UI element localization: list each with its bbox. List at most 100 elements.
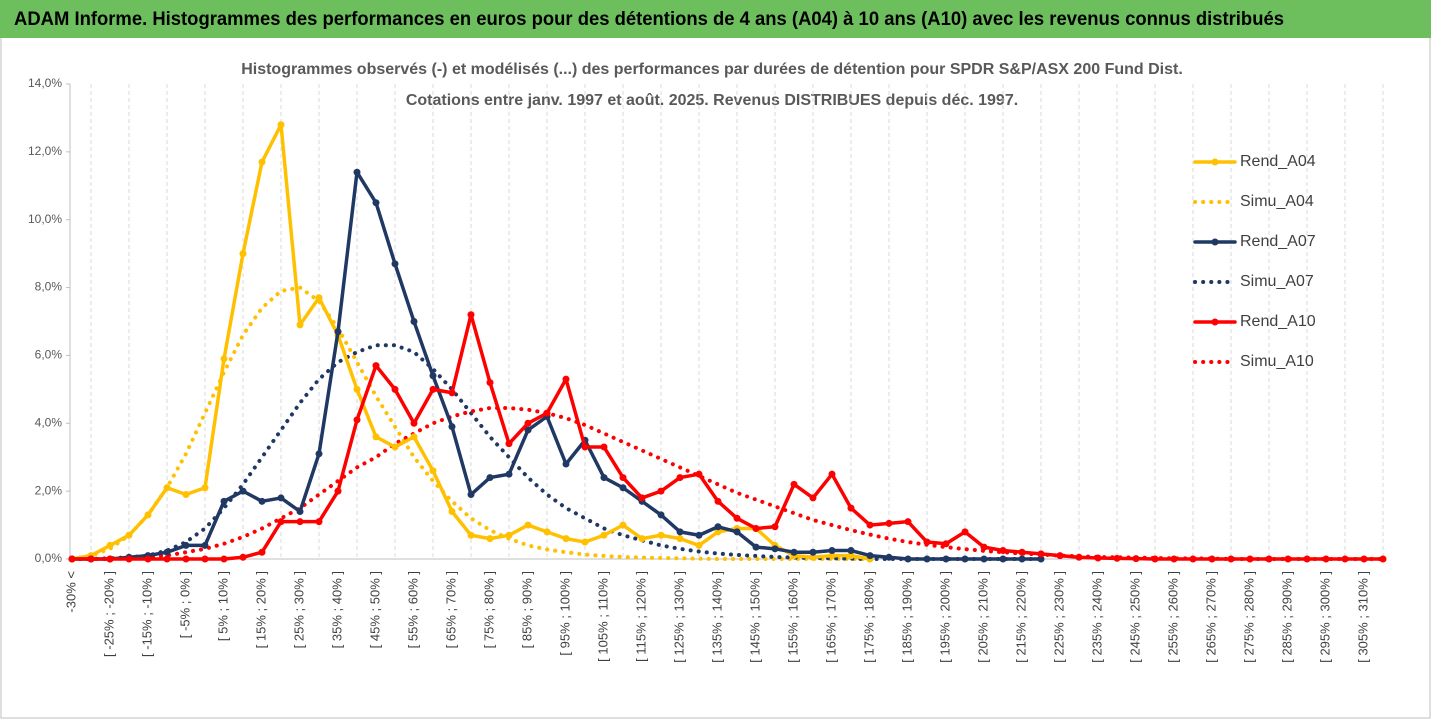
marker: [980, 555, 988, 563]
x-tick-label: [ 5% ; 10% ]: [215, 571, 230, 641]
x-tick-label: [ 155% ; 160% ]: [785, 571, 800, 663]
marker: [106, 541, 114, 549]
x-tick-label: [ 245% ; 250% ]: [1127, 571, 1142, 663]
marker: [562, 375, 570, 383]
marker: [144, 555, 152, 563]
x-tick-label: [ 295% ; 300% ]: [1317, 571, 1332, 663]
marker: [581, 443, 589, 451]
marker: [961, 528, 969, 536]
x-tick-label: [ 35% ; 40% ]: [329, 571, 344, 648]
marker: [448, 508, 456, 515]
marker: [239, 553, 247, 561]
chart-title: ADAM Informe. Histogrammes des performan…: [14, 9, 1284, 30]
marker: [68, 555, 76, 563]
marker: [714, 528, 722, 536]
marker: [1208, 555, 1216, 563]
x-tick-label: [ 145% ; 150% ]: [747, 571, 762, 663]
subtitle: Cotations entre janv. 1997 et août. 2025…: [406, 92, 1018, 109]
marker: [847, 547, 855, 555]
observed-line: [70, 170, 1043, 561]
marker: [942, 555, 950, 563]
marker: [201, 555, 209, 563]
marker: [657, 511, 665, 519]
marker: [733, 528, 741, 536]
x-tick-label: [ -5% ; 0% ]: [177, 571, 192, 638]
marker: [619, 484, 627, 492]
marker: [486, 379, 494, 387]
x-tick-label: [ 135% ; 140% ]: [709, 571, 724, 663]
marker: [505, 440, 513, 448]
marker: [638, 535, 646, 543]
marker: [220, 355, 228, 363]
marker: [923, 538, 931, 546]
marker: [353, 168, 361, 176]
marker: [1379, 555, 1387, 563]
marker: [961, 555, 969, 563]
marker: [828, 470, 836, 478]
x-tick-label: [ 25% ; 30% ]: [291, 571, 306, 648]
marker: [429, 372, 437, 380]
marker: [201, 484, 209, 492]
x-tick-label: -30% <: [63, 571, 78, 613]
legend-label: Rend_A10: [1240, 313, 1316, 330]
marker: [695, 531, 703, 539]
x-tick-label: [ 215% ; 220% ]: [1013, 571, 1028, 663]
marker: [391, 443, 399, 451]
x-tick-label: [ 275% ; 280% ]: [1241, 571, 1256, 663]
marker: [657, 531, 665, 539]
marker: [714, 497, 722, 505]
marker: [410, 433, 418, 441]
marker: [904, 518, 912, 526]
y-tick-label: 2,0%: [35, 483, 63, 497]
marker: [1037, 555, 1045, 563]
marker: [1132, 555, 1140, 563]
marker: [315, 294, 323, 302]
marker: [942, 540, 950, 548]
header-bar: [0, 0, 1431, 38]
marker: [1094, 554, 1102, 562]
marker: [581, 538, 589, 546]
marker: [1075, 553, 1083, 561]
marker: [771, 545, 779, 553]
marker: [372, 433, 380, 441]
marker: [125, 531, 133, 539]
marker: [999, 547, 1007, 555]
marker: [619, 521, 627, 529]
x-tick-label: [ 45% ; 50% ]: [367, 571, 382, 648]
x-tick-label: [ -25% ; -20% ]: [101, 571, 116, 657]
marker: [87, 555, 95, 563]
marker: [258, 548, 266, 556]
x-tick-label: [ 205% ; 210% ]: [975, 571, 990, 663]
legend-marker: [1211, 238, 1219, 246]
marker: [486, 535, 494, 543]
x-tick-label: [ 125% ; 130% ]: [671, 571, 686, 663]
marker: [771, 523, 779, 531]
marker: [714, 523, 722, 531]
marker: [315, 518, 323, 526]
marker: [220, 497, 228, 505]
observed-line: [70, 312, 1385, 561]
marker: [467, 491, 475, 499]
x-tick-label: [ 95% ; 100% ]: [557, 571, 572, 656]
x-tick-label: [ 105% ; 110% ]: [595, 571, 610, 662]
subtitle: Histogrammes observés (-) et modélisés (…: [241, 61, 1183, 78]
x-tick-label: [ 85% ; 90% ]: [519, 571, 534, 648]
marker: [372, 199, 380, 207]
marker: [1113, 554, 1121, 562]
marker: [277, 121, 285, 129]
y-tick-label: 0,0%: [35, 551, 63, 565]
y-tick-label: 12,0%: [28, 144, 62, 158]
marker: [448, 389, 456, 397]
marker: [524, 419, 532, 427]
marker: [1189, 555, 1197, 563]
marker: [1018, 555, 1026, 563]
marker: [334, 328, 342, 336]
x-tick-label: [ 235% ; 240% ]: [1089, 571, 1104, 663]
marker: [1265, 555, 1273, 563]
marker: [676, 474, 684, 482]
legend-marker: [1211, 158, 1219, 166]
marker: [904, 555, 912, 563]
marker: [1341, 555, 1349, 563]
